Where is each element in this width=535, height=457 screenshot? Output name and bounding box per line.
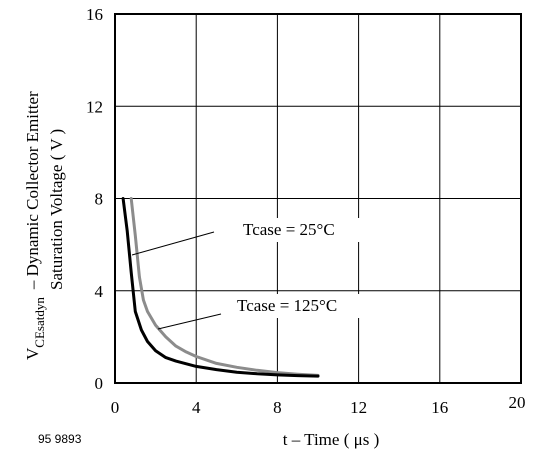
annotation-tcase-125: Tcase = 125°C bbox=[237, 296, 337, 315]
series-line-tcase-25 bbox=[121, 197, 320, 378]
series-line-tcase-125 bbox=[129, 197, 320, 377]
y-tick-label-8: 8 bbox=[95, 190, 104, 209]
y-axis-symbol-subscript: CEsatdyn bbox=[32, 297, 47, 348]
x-tick-label-16: 16 bbox=[431, 398, 448, 417]
x-tick-labels: 0 4 8 12 16 20 bbox=[111, 393, 526, 417]
x-tick-label-0: 0 bbox=[111, 398, 120, 417]
x-tick-label-12: 12 bbox=[350, 398, 367, 417]
leader-line-tcase-25 bbox=[131, 231, 215, 256]
y-tick-labels: 0 4 8 12 16 bbox=[86, 5, 104, 393]
x-tick-label-4: 4 bbox=[192, 398, 201, 417]
y-axis-symbol: V bbox=[23, 347, 42, 360]
figure-code: 95 9893 bbox=[38, 432, 82, 446]
y-axis-label-line1: VCEsatdyn – Dynamic Collector Emitter bbox=[23, 91, 47, 360]
series-annotations: Tcase = 25°C Tcase = 125°C bbox=[231, 218, 369, 318]
x-tick-label-20: 20 bbox=[509, 393, 526, 412]
y-axis-label: VCEsatdyn – Dynamic Collector Emitter Sat… bbox=[23, 91, 66, 360]
leader-line-tcase-125 bbox=[157, 313, 222, 330]
curves bbox=[121, 197, 320, 378]
y-tick-label-12: 12 bbox=[86, 97, 103, 116]
grid bbox=[114, 13, 522, 384]
annotation-bg-tcase-125 bbox=[231, 294, 363, 318]
y-axis-label-line2: Saturation Voltage ( V ) bbox=[47, 129, 66, 290]
x-tick-label-8: 8 bbox=[273, 398, 282, 417]
y-axis-description: – Dynamic Collector Emitter bbox=[23, 91, 42, 290]
y-tick-label-16: 16 bbox=[86, 5, 103, 24]
plot-frame bbox=[114, 13, 522, 384]
y-tick-label-0: 0 bbox=[95, 374, 104, 393]
annotation-leaders bbox=[131, 231, 222, 330]
annotation-bg-tcase-25 bbox=[237, 218, 369, 242]
annotation-tcase-25: Tcase = 25°C bbox=[243, 220, 335, 239]
x-axis-label: t – Time ( μs ) bbox=[283, 430, 380, 449]
y-tick-label-4: 4 bbox=[95, 282, 104, 301]
